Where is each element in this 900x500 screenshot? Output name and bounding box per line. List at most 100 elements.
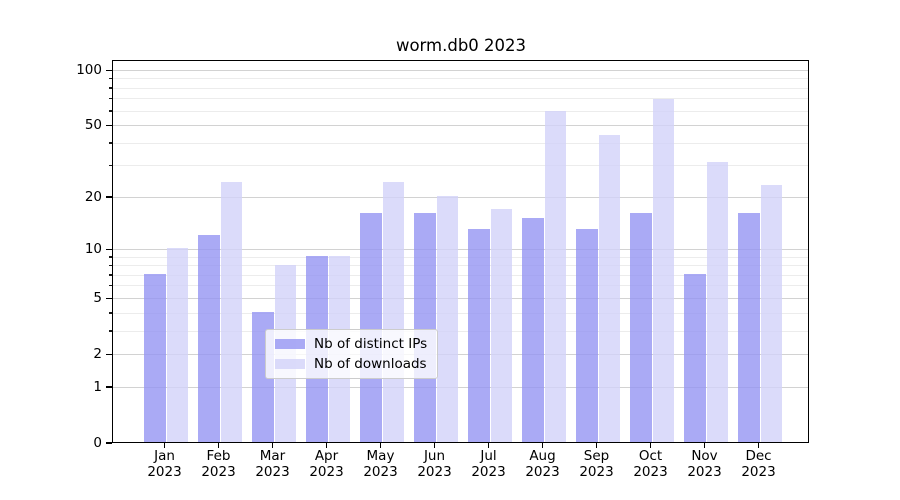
x-tick-mark	[163, 443, 166, 448]
major-gridline	[113, 248, 808, 250]
y-minor-tick-mark	[109, 264, 112, 267]
bar-downloads-dec	[760, 185, 782, 442]
x-tick-label-may: May 2023	[363, 448, 398, 480]
y-tick-label: 5	[93, 290, 102, 307]
y-tick-mark	[106, 124, 112, 126]
minor-gridline	[113, 285, 808, 287]
bar-downloads-may	[382, 181, 404, 442]
y-minor-tick-mark	[109, 330, 112, 332]
bar-distinct-ips-jan	[144, 274, 166, 442]
major-gridline	[113, 124, 808, 126]
y-minor-tick-mark	[109, 256, 112, 258]
y-tick-label: 10	[84, 241, 102, 258]
bar-downloads-feb	[220, 181, 242, 442]
legend-swatch-downloads	[275, 358, 305, 370]
bar-distinct-ips-aug	[522, 218, 544, 442]
minor-gridline	[113, 87, 808, 89]
legend-item-distinct-ips: Nb of distinct IPs	[275, 336, 427, 352]
minor-gridline	[113, 312, 808, 314]
bar-downloads-nov	[706, 162, 728, 442]
minor-gridline	[113, 78, 808, 80]
major-gridline	[113, 353, 808, 355]
x-tick-label-oct: Oct 2023	[633, 448, 668, 480]
y-tick-label: 2	[93, 346, 102, 363]
x-tick-label-mar: Mar 2023	[255, 448, 290, 480]
chart-title: worm.db0 2023	[395, 36, 527, 55]
x-tick-mark	[649, 443, 652, 448]
y-tick-label: 0	[93, 435, 102, 451]
y-tick-mark	[106, 442, 112, 444]
bar-distinct-ips-may	[360, 213, 382, 442]
x-tick-label-dec: Dec 2023	[741, 448, 776, 480]
y-minor-tick-mark	[109, 78, 112, 80]
y-minor-tick-mark	[109, 110, 112, 112]
bar-distinct-ips-jul	[468, 228, 490, 442]
x-tick-mark	[487, 443, 490, 448]
y-minor-tick-mark	[109, 87, 112, 89]
legend: Nb of distinct IPs Nb of downloads	[265, 329, 439, 379]
y-minor-tick-mark	[109, 285, 112, 287]
x-tick-mark	[325, 443, 328, 448]
x-tick-label-aug: Aug 2023	[525, 448, 560, 480]
x-tick-label-apr: Apr 2023	[309, 448, 344, 480]
x-tick-mark	[433, 443, 436, 448]
bar-distinct-ips-jun	[414, 213, 436, 442]
y-minor-tick-mark	[109, 165, 112, 167]
major-gridline	[113, 297, 808, 299]
minor-gridline	[113, 265, 808, 267]
y-minor-tick-mark	[109, 312, 112, 314]
bar-distinct-ips-feb	[198, 234, 220, 442]
bar-downloads-jul	[490, 208, 512, 442]
bar-distinct-ips-sep	[576, 228, 598, 442]
bar-distinct-ips-oct	[630, 213, 652, 442]
x-tick-mark	[757, 443, 760, 448]
bar-downloads-jan	[166, 248, 188, 442]
x-tick-label-sep: Sep 2023	[579, 448, 614, 480]
minor-gridline	[113, 274, 808, 276]
x-tick-mark	[217, 443, 220, 448]
y-tick-mark	[106, 386, 112, 388]
legend-label-downloads: Nb of downloads	[314, 356, 427, 372]
minor-gridline	[113, 256, 808, 258]
y-minor-tick-mark	[109, 274, 112, 276]
bar-downloads-aug	[544, 111, 566, 442]
y-tick-mark	[106, 196, 112, 198]
legend-item-downloads: Nb of downloads	[275, 356, 427, 372]
major-gridline	[113, 386, 808, 388]
y-minor-tick-mark	[109, 142, 112, 144]
plot-area	[112, 60, 809, 443]
bar-distinct-ips-dec	[738, 213, 760, 442]
major-gridline	[113, 196, 808, 198]
minor-gridline	[113, 142, 808, 144]
minor-gridline	[113, 98, 808, 100]
x-tick-mark	[271, 443, 274, 448]
bar-downloads-jun	[436, 196, 458, 442]
bar-distinct-ips-nov	[684, 274, 706, 442]
minor-gridline	[113, 330, 808, 332]
x-tick-mark	[379, 443, 382, 448]
y-tick-mark	[106, 248, 112, 250]
major-gridline	[113, 69, 808, 71]
y-tick-mark	[106, 69, 112, 71]
legend-swatch-distinct-ips	[275, 338, 305, 350]
x-tick-label-jul: Jul 2023	[471, 448, 506, 480]
minor-gridline	[113, 110, 808, 112]
x-tick-label-nov: Nov 2023	[687, 448, 722, 480]
bar-downloads-sep	[598, 134, 620, 442]
legend-label-distinct-ips: Nb of distinct IPs	[314, 336, 428, 352]
x-tick-mark	[703, 443, 706, 448]
y-minor-tick-mark	[109, 98, 112, 100]
y-tick-label: 50	[84, 117, 102, 134]
x-tick-label-jun: Jun 2023	[417, 448, 452, 480]
x-tick-mark	[541, 443, 544, 448]
y-tick-label: 1	[93, 379, 102, 395]
y-tick-mark	[106, 297, 112, 299]
bar-downloads-oct	[652, 98, 674, 442]
minor-gridline	[113, 165, 808, 167]
y-tick-label: 20	[84, 189, 102, 206]
x-tick-label-jan: Jan 2023	[147, 448, 182, 480]
y-tick-label: 100	[76, 62, 102, 79]
x-tick-label-feb: Feb 2023	[201, 448, 236, 480]
y-tick-mark	[106, 353, 112, 355]
